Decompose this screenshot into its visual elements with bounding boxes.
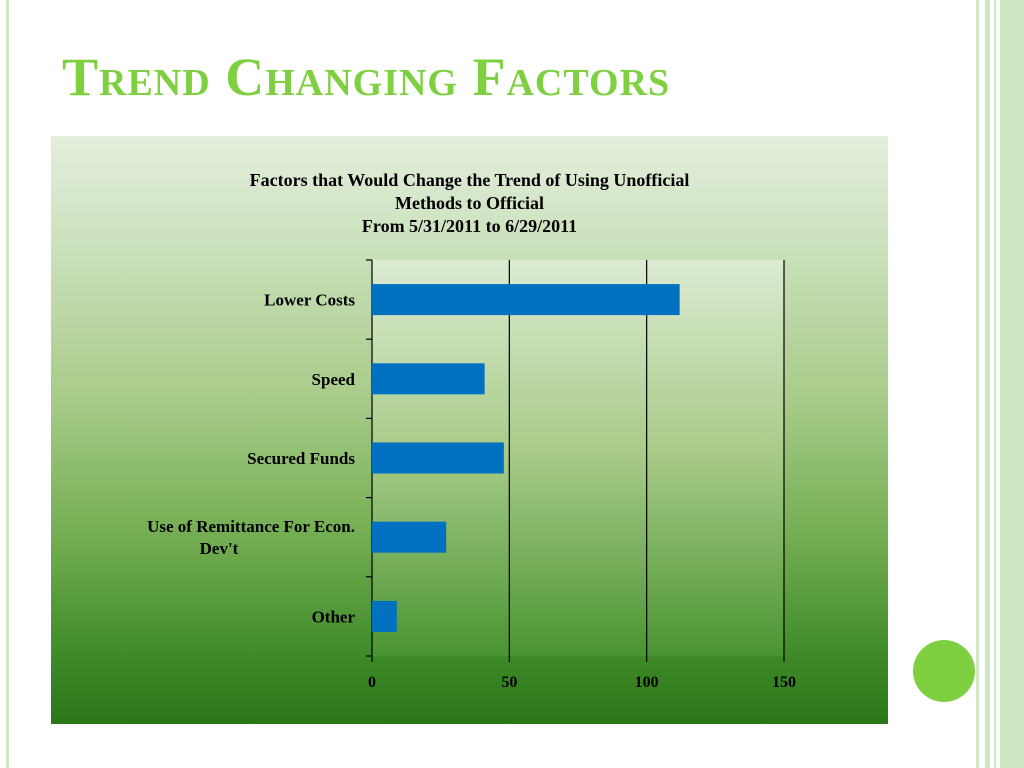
stripe	[994, 0, 996, 768]
slide-title: Trend Changing Factors	[62, 47, 671, 107]
bar-lower-costs	[372, 284, 680, 316]
left-border-line	[6, 0, 9, 768]
bar-chart: Lower Costs Speed Secured Funds Use of Remi…	[147, 259, 796, 691]
right-decorative-stripes	[976, 0, 1024, 768]
bar-use-of-remittance-for-econ-dev-t	[372, 521, 447, 553]
category-label: Lower Costs	[264, 291, 355, 310]
chart-title: Factors that Would Change the Trend of U…	[51, 169, 888, 238]
x-tick-label: 150	[772, 674, 796, 691]
x-tick-label: 0	[368, 674, 376, 691]
bar-other	[372, 600, 397, 632]
category-label: Other	[312, 607, 356, 626]
x-tick-label: 100	[635, 674, 659, 691]
chart-panel: Factors that Would Change the Trend of U…	[51, 136, 888, 724]
chart-title-line-2: Methods to Official	[395, 193, 544, 213]
bar-speed	[372, 363, 485, 395]
category-label: Speed	[312, 370, 356, 389]
stripe	[985, 0, 990, 768]
stripe	[1000, 0, 1024, 768]
chart-title-line-3: From 5/31/2011 to 6/29/2011	[361, 216, 578, 236]
accent-circle	[913, 640, 975, 702]
bar-secured-funds	[372, 442, 504, 474]
x-tick-label: 50	[501, 674, 517, 691]
chart-title-line-1: Factors that Would Change the Trend of U…	[249, 170, 690, 190]
category-label: Secured Funds	[247, 449, 355, 468]
category-label: Use of Remittance For Econ. Dev't	[147, 517, 355, 558]
stripe	[976, 0, 979, 768]
